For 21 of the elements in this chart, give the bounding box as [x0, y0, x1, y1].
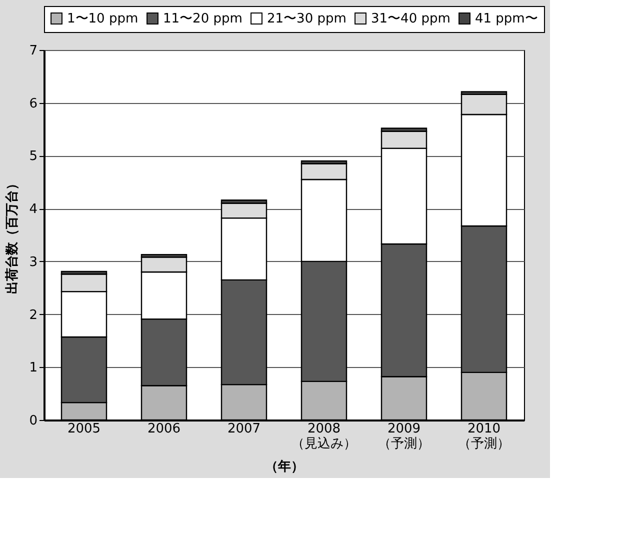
y-tick-label: 4: [29, 202, 38, 218]
x-tick-label: 2010 （予測）: [458, 422, 510, 452]
x-tick-label: 2008 （見込み）: [292, 422, 356, 452]
x-tick-label: 2006: [147, 422, 181, 436]
x-axis-title: （年）: [265, 460, 304, 474]
y-tick-label: 3: [29, 254, 38, 270]
x-tick-label: 2007: [227, 422, 261, 436]
legend-label: 11〜20 ppm: [163, 12, 242, 27]
y-tick-label: 1: [29, 360, 38, 376]
legend-label: 1〜10 ppm: [67, 12, 138, 27]
legend-label: 31〜40 ppm: [371, 12, 450, 27]
y-tick-label: 7: [29, 44, 38, 58]
x-tick-label: 2005: [67, 422, 101, 436]
y-tick-label: 5: [29, 149, 38, 164]
x-tick-label: 2009 （予測）: [378, 422, 430, 452]
y-tick-label: 6: [29, 96, 38, 112]
y-axis-title: 出荷台数（百万台）: [4, 177, 20, 294]
legend-label: 21〜30 ppm: [267, 12, 346, 27]
legend-label: 41 ppm〜: [475, 12, 538, 27]
y-tick-label: 0: [29, 414, 38, 428]
y-tick-label: 2: [29, 308, 38, 323]
